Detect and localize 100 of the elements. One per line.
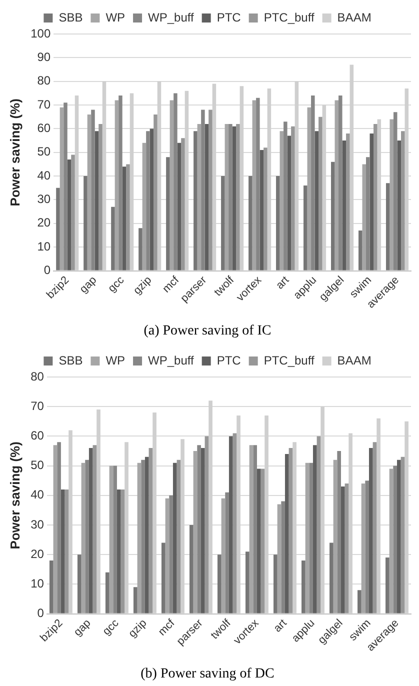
- bar: [84, 176, 88, 270]
- bar: [221, 498, 226, 614]
- bar: [148, 448, 153, 614]
- bar: [57, 442, 61, 614]
- bar: [256, 98, 260, 270]
- bar: [291, 126, 295, 270]
- y-tick-label: 40: [30, 488, 44, 502]
- bar: [133, 587, 138, 614]
- y-tick-label: 30: [30, 517, 44, 532]
- bar: [311, 96, 315, 270]
- bar: [141, 460, 145, 614]
- legend-label: WP_buff: [148, 353, 194, 368]
- bar: [274, 554, 278, 614]
- bar: [85, 460, 89, 614]
- bar: [77, 554, 82, 614]
- bar: [176, 460, 181, 614]
- bar: [361, 484, 366, 614]
- bar: [393, 466, 397, 614]
- bar: [386, 558, 390, 614]
- bar: [248, 176, 252, 270]
- bar: [94, 131, 99, 270]
- y-tick-label: 90: [37, 50, 51, 64]
- x-tick-label: art: [274, 274, 292, 292]
- x-tick-label: gap: [72, 617, 94, 639]
- bar: [165, 498, 170, 614]
- y-tick-label: 10: [30, 576, 44, 590]
- bar: [64, 102, 68, 270]
- bar: [217, 554, 222, 614]
- bar: [177, 142, 182, 270]
- bar: [204, 124, 209, 270]
- bar: [138, 228, 142, 270]
- bar: [331, 162, 335, 270]
- bar: [249, 445, 254, 614]
- bar: [91, 110, 95, 270]
- y-tick-label: 50: [37, 144, 51, 159]
- bar: [340, 486, 345, 614]
- bar: [137, 462, 142, 614]
- y-tick-label: 30: [37, 192, 51, 206]
- bar: [318, 116, 322, 270]
- y-tick-label: 40: [37, 168, 51, 182]
- y-tick-label: 100: [30, 26, 51, 40]
- bar: [49, 560, 54, 614]
- bar: [365, 480, 369, 614]
- bar: [400, 456, 405, 614]
- legend-label: PTC_buff: [264, 353, 315, 368]
- bar: [197, 445, 201, 614]
- bar: [394, 112, 398, 270]
- y-tick-label: 70: [37, 97, 51, 112]
- bar: [116, 489, 121, 614]
- y-tick-label: 60: [30, 428, 44, 442]
- bar: [118, 96, 122, 270]
- bar: [71, 154, 75, 270]
- bar: [288, 448, 293, 614]
- bar: [284, 454, 289, 614]
- bar: [312, 445, 317, 614]
- y-tick-label: 10: [37, 239, 51, 254]
- bar: [200, 448, 205, 614]
- bar: [344, 484, 349, 614]
- bar: [122, 166, 126, 270]
- bar: [252, 100, 256, 270]
- bar: [337, 450, 341, 614]
- x-tick-label: art: [272, 617, 290, 635]
- x-tick-label: mcf: [156, 616, 178, 638]
- legend-label: SBB: [58, 10, 83, 24]
- bar: [109, 466, 114, 614]
- y-tick-label: 80: [37, 74, 51, 88]
- bar: [374, 124, 378, 270]
- bar: [114, 100, 119, 270]
- legend-label: BAAM: [337, 10, 372, 24]
- bar: [105, 572, 110, 614]
- x-tick-label: gcc: [106, 274, 127, 295]
- bar: [98, 124, 102, 270]
- bar: [253, 445, 257, 614]
- y-axis-title: Power saving (%): [7, 98, 22, 206]
- bar: [113, 466, 117, 614]
- bar: [338, 96, 342, 270]
- bar: [146, 131, 150, 270]
- bar: [228, 124, 232, 270]
- y-tick-label: 60: [37, 121, 51, 136]
- bar: [161, 542, 166, 614]
- bar: [56, 188, 60, 270]
- bar: [287, 136, 292, 270]
- bar: [204, 436, 209, 614]
- bar: [307, 107, 312, 270]
- bar: [144, 456, 149, 614]
- y-axis-title: Power saving (%): [7, 442, 22, 550]
- x-tick-label: gzip: [131, 274, 154, 297]
- bar: [390, 119, 394, 270]
- bar: [87, 114, 92, 270]
- bar: [386, 183, 390, 270]
- bar: [142, 142, 146, 270]
- bar: [172, 462, 177, 614]
- bar: [166, 157, 170, 270]
- bar: [60, 489, 65, 614]
- bar: [372, 442, 377, 614]
- legend-label: PTC_buff: [264, 10, 315, 24]
- bar: [342, 140, 346, 270]
- legend-label: PTC: [216, 353, 242, 368]
- bar: [260, 468, 265, 614]
- bar: [358, 590, 362, 614]
